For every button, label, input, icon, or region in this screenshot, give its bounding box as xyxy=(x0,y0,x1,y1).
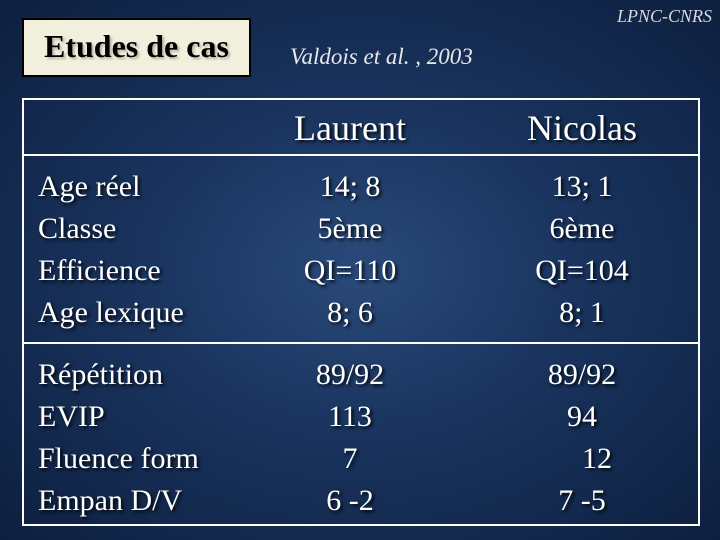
cell: 6ème xyxy=(472,208,692,250)
cell: 12 xyxy=(472,438,692,480)
label-age-reel: Age réel xyxy=(38,166,228,208)
label-empan: Empan D/V xyxy=(38,480,228,522)
cell: 8; 1 xyxy=(472,292,692,334)
case-table: Laurent Nicolas Age réel Classe Efficien… xyxy=(22,98,700,526)
cell: QI=110 xyxy=(240,250,460,292)
nicolas-block-2: 89/92 94 12 7 -5 xyxy=(466,344,698,530)
cell: 8; 6 xyxy=(240,292,460,334)
cell: 5ème xyxy=(240,208,460,250)
label-efficience: Efficience xyxy=(38,250,228,292)
label-age-lexique: Age lexique xyxy=(38,292,228,334)
labels-block-1: Age réel Classe Efficience Age lexique xyxy=(24,156,234,344)
cell: 89/92 xyxy=(472,354,692,396)
labels-block-2: Répétition EVIP Fluence form Empan D/V xyxy=(24,344,234,530)
values-column-nicolas: 13; 1 6ème QI=104 8; 1 89/92 94 12 7 -5 xyxy=(466,156,698,524)
nicolas-block-1: 13; 1 6ème QI=104 8; 1 xyxy=(466,156,698,344)
values-column-laurent: 14; 8 5ème QI=110 8; 6 89/92 113 7 6 -2 xyxy=(234,156,466,524)
column-header-nicolas: Nicolas xyxy=(466,100,698,154)
cell: 7 xyxy=(240,438,460,480)
table-body: Age réel Classe Efficience Age lexique R… xyxy=(24,156,698,524)
cell: QI=104 xyxy=(472,250,692,292)
citation: Valdois et al. , 2003 xyxy=(290,44,473,70)
label-evip: EVIP xyxy=(38,396,228,438)
cell: 113 xyxy=(240,396,460,438)
laurent-block-1: 14; 8 5ème QI=110 8; 6 xyxy=(234,156,466,344)
column-header-laurent: Laurent xyxy=(234,100,466,154)
cell: 94 xyxy=(472,396,692,438)
corner-tag: LPNC-CNRS xyxy=(617,6,712,27)
table-header-row: Laurent Nicolas xyxy=(24,100,698,156)
cell: 89/92 xyxy=(240,354,460,396)
cell: 7 -5 xyxy=(472,480,692,522)
slide-title: Etudes de cas xyxy=(22,18,251,77)
cell: 14; 8 xyxy=(240,166,460,208)
label-fluence: Fluence form xyxy=(38,438,228,480)
cell: 6 -2 xyxy=(240,480,460,522)
label-classe: Classe xyxy=(38,208,228,250)
row-labels-column: Age réel Classe Efficience Age lexique R… xyxy=(24,156,234,524)
cell: 13; 1 xyxy=(472,166,692,208)
header-spacer xyxy=(24,100,234,154)
laurent-block-2: 89/92 113 7 6 -2 xyxy=(234,344,466,530)
label-repetition: Répétition xyxy=(38,354,228,396)
